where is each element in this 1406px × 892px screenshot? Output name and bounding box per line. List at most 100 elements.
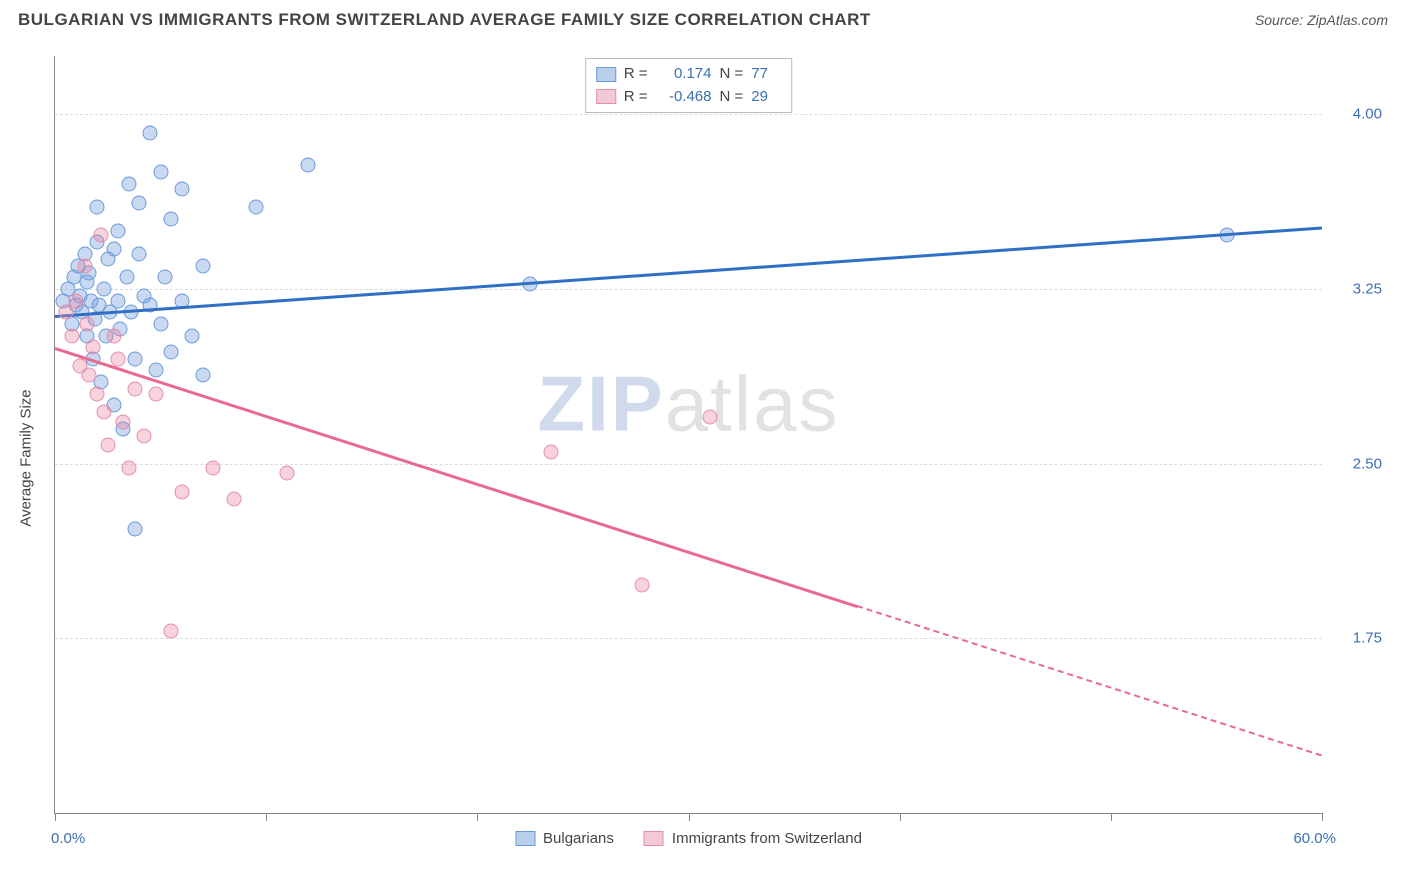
scatter-point (121, 461, 136, 476)
watermark-zip: ZIP (537, 360, 664, 448)
legend-item-1: Immigrants from Switzerland (644, 830, 862, 847)
scatter-point (635, 577, 650, 592)
scatter-point (164, 212, 179, 227)
trend-line (55, 226, 1322, 317)
stats-row-series-0: R = 0.174 N = 77 (596, 63, 782, 86)
y-tick-label: 1.75 (1328, 630, 1382, 647)
scatter-point (69, 293, 84, 308)
scatter-point (143, 125, 158, 140)
r-label: R = (624, 63, 648, 86)
x-axis-min-label: 0.0% (51, 830, 85, 847)
scatter-point (248, 200, 263, 215)
scatter-point (128, 521, 143, 536)
bottom-legend: Bulgarians Immigrants from Switzerland (515, 830, 862, 847)
scatter-point (157, 270, 172, 285)
source-name: ZipAtlas.com (1307, 12, 1388, 28)
gridline-h (55, 638, 1322, 639)
legend-label-0: Bulgarians (543, 830, 614, 847)
y-tick-label: 4.00 (1328, 106, 1382, 123)
scatter-point (111, 223, 126, 238)
scatter-point (195, 368, 210, 383)
scatter-point (227, 491, 242, 506)
scatter-point (153, 316, 168, 331)
swatch-series-1 (596, 89, 616, 104)
scatter-point (153, 165, 168, 180)
scatter-point (136, 428, 151, 443)
scatter-point (107, 242, 122, 257)
gridline-h (55, 464, 1322, 465)
scatter-point (132, 246, 147, 261)
trend-line-dashed (857, 605, 1322, 756)
scatter-point (90, 200, 105, 215)
n-value-1: 29 (751, 86, 781, 109)
x-tick (1322, 813, 1323, 821)
scatter-point (79, 316, 94, 331)
x-tick (900, 813, 901, 821)
r-value-0: 0.174 (656, 63, 712, 86)
scatter-point (164, 344, 179, 359)
source-attribution: Source: ZipAtlas.com (1255, 12, 1388, 28)
watermark-rest: atlas (665, 360, 840, 448)
x-axis-max-label: 60.0% (1293, 830, 1336, 847)
scatter-point (149, 386, 164, 401)
n-label: N = (720, 63, 744, 86)
x-tick (1111, 813, 1112, 821)
n-label: N = (720, 86, 744, 109)
source-prefix: Source: (1255, 12, 1307, 28)
scatter-point (206, 461, 221, 476)
scatter-point (121, 177, 136, 192)
legend-item-0: Bulgarians (515, 830, 614, 847)
scatter-point (174, 484, 189, 499)
scatter-point (100, 437, 115, 452)
scatter-point (86, 340, 101, 355)
scatter-point (96, 281, 111, 296)
scatter-point (195, 258, 210, 273)
x-tick (55, 813, 56, 821)
scatter-point (132, 195, 147, 210)
scatter-point (96, 405, 111, 420)
scatter-point (149, 363, 164, 378)
scatter-point (111, 351, 126, 366)
scatter-point (174, 181, 189, 196)
scatter-point (58, 305, 73, 320)
scatter-point (77, 258, 92, 273)
gridline-h (55, 114, 1322, 115)
chart-container: Average Family Size R = 0.174 N = 77 R =… (18, 42, 1388, 874)
legend-label-1: Immigrants from Switzerland (672, 830, 862, 847)
y-axis-label: Average Family Size (18, 389, 35, 526)
scatter-point (107, 328, 122, 343)
scatter-point (111, 293, 126, 308)
legend-swatch-1 (644, 831, 664, 846)
x-tick (689, 813, 690, 821)
r-label: R = (624, 86, 648, 109)
scatter-point (128, 382, 143, 397)
gridline-h (55, 289, 1322, 290)
scatter-point (81, 368, 96, 383)
legend-swatch-0 (515, 831, 535, 846)
scatter-point (115, 414, 130, 429)
n-value-0: 77 (751, 63, 781, 86)
stats-row-series-1: R = -0.468 N = 29 (596, 86, 782, 109)
chart-title: BULGARIAN VS IMMIGRANTS FROM SWITZERLAND… (18, 10, 871, 30)
scatter-point (119, 270, 134, 285)
r-value-1: -0.468 (656, 86, 712, 109)
y-tick-label: 3.25 (1328, 280, 1382, 297)
trend-line (55, 347, 858, 608)
scatter-point (90, 386, 105, 401)
header: BULGARIAN VS IMMIGRANTS FROM SWITZERLAND… (0, 0, 1406, 36)
scatter-point (94, 228, 109, 243)
x-tick (266, 813, 267, 821)
scatter-point (64, 328, 79, 343)
watermark: ZIPatlas (537, 359, 839, 450)
plot-area: R = 0.174 N = 77 R = -0.468 N = 29 ZIPat… (54, 56, 1322, 814)
scatter-point (702, 410, 717, 425)
scatter-point (185, 328, 200, 343)
x-tick (477, 813, 478, 821)
stats-legend: R = 0.174 N = 77 R = -0.468 N = 29 (585, 58, 793, 113)
scatter-point (544, 444, 559, 459)
scatter-point (280, 465, 295, 480)
scatter-point (128, 351, 143, 366)
y-tick-label: 2.50 (1328, 455, 1382, 472)
scatter-point (164, 624, 179, 639)
swatch-series-0 (596, 67, 616, 82)
